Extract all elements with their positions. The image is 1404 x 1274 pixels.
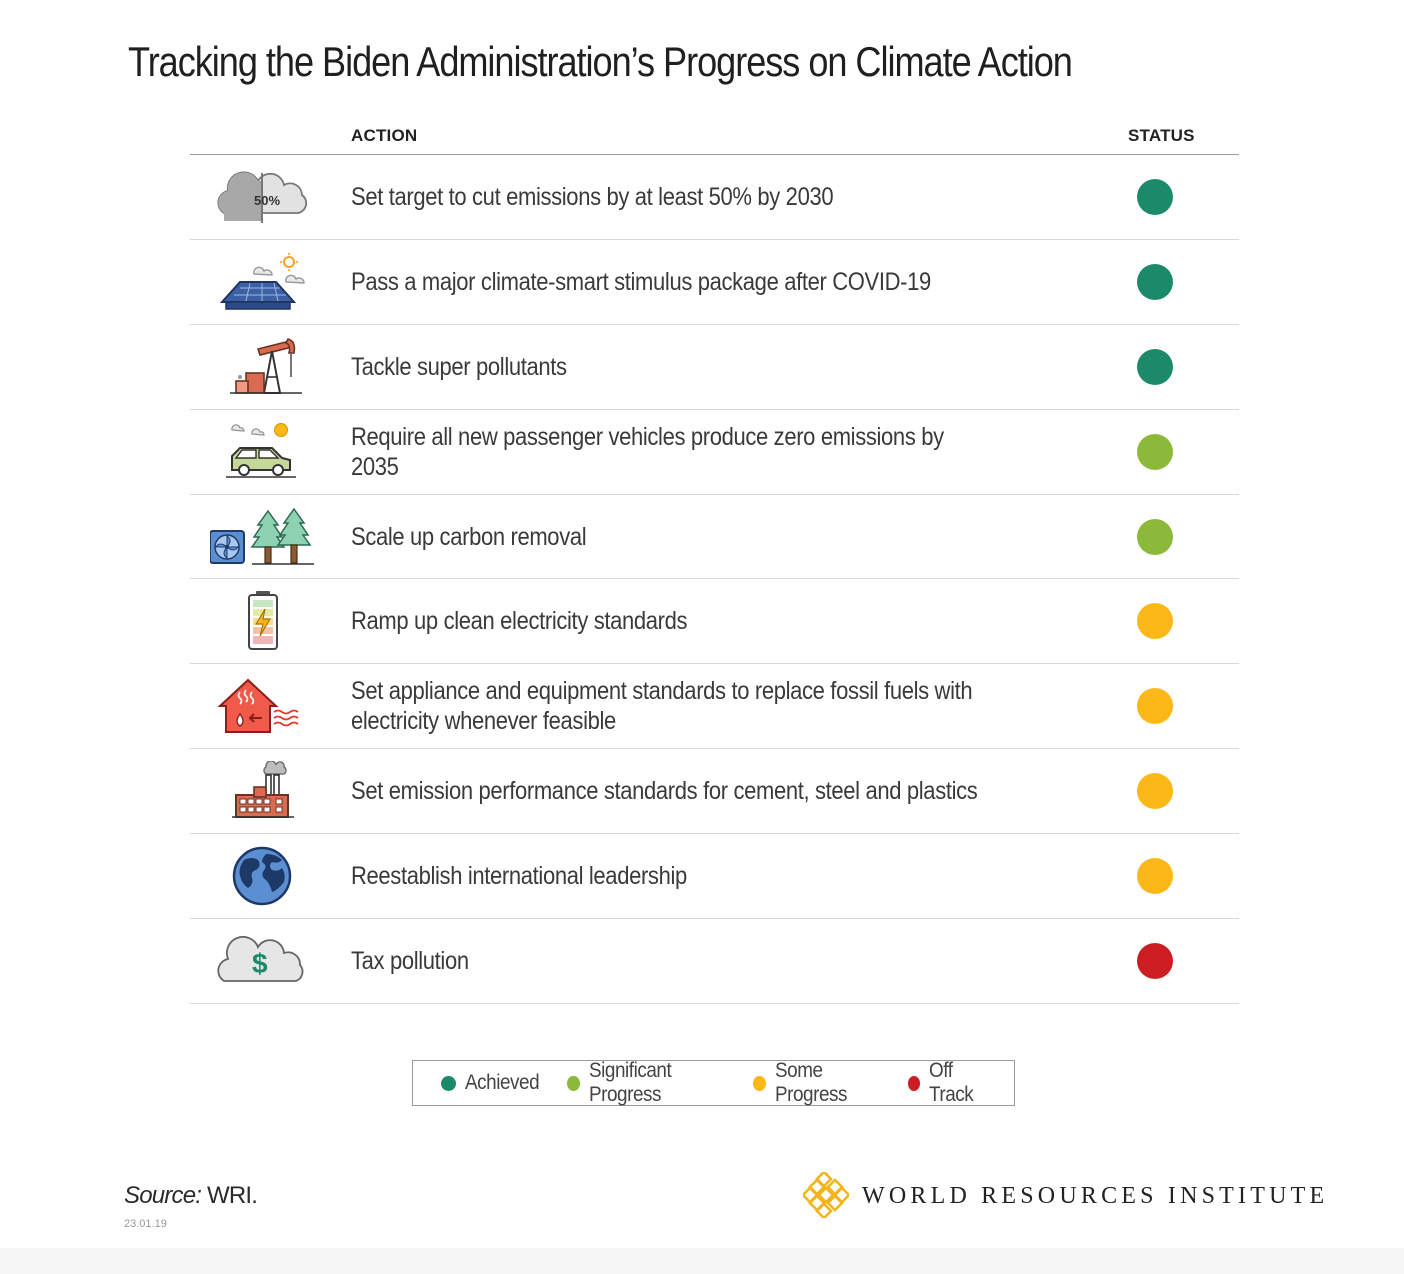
table-row: $ Tax pollution (190, 919, 1239, 1004)
action-text: Set target to cut emissions by at least … (351, 182, 834, 211)
legend-dot (907, 1075, 920, 1091)
legend-dot (567, 1075, 580, 1091)
status-dot (1137, 858, 1173, 895)
table-row: Scale up carbon removal (190, 495, 1239, 580)
status-dot (1137, 178, 1173, 215)
date-stamp: 23.01.19 (124, 1218, 167, 1230)
header-status: STATUS (1128, 126, 1195, 145)
bottom-band (0, 1248, 1404, 1274)
solar-roof-icon (210, 252, 320, 312)
table-row: Require all new passenger vehicles produ… (190, 410, 1239, 495)
status-dot (1137, 518, 1173, 555)
legend-item-significant-progress: Significant Progress (567, 1059, 733, 1107)
legend-label: Some Progress (774, 1059, 847, 1106)
table-row: Set appliance and equipment standards to… (190, 664, 1239, 750)
legend-item-achieved: Achieved (441, 1071, 547, 1095)
status-dot (1137, 688, 1173, 725)
fan-and-trees-icon (210, 507, 320, 567)
globe-icon (210, 846, 320, 906)
legend: Achieved Significant Progress Some Progr… (412, 1059, 1015, 1107)
electric-car-icon (210, 422, 320, 482)
action-text: Scale up carbon removal (351, 522, 587, 551)
header-rule (190, 154, 1239, 155)
factory-icon (210, 761, 320, 821)
organization-name: WORLD RESOURCES INSTITUTE (862, 1183, 1329, 1209)
action-text: Reestablish international leadership (351, 862, 687, 891)
table-row: Set emission performance standards for c… (190, 749, 1239, 835)
legend-dot (441, 1075, 456, 1091)
legend-label: Achieved (465, 1071, 540, 1094)
oil-pump-icon (210, 337, 320, 397)
action-text: Set emission performance standards for c… (351, 777, 978, 806)
table-row: 50% Set target to cut emissions by at le… (190, 155, 1239, 240)
wri-logo-icon (801, 1170, 851, 1220)
status-dot (1137, 433, 1173, 470)
status-dot (1137, 348, 1173, 385)
action-text: Tax pollution (351, 946, 469, 975)
status-dot (1137, 942, 1173, 979)
battery-icon (210, 591, 320, 651)
dollar-sign-text: $ (252, 948, 268, 979)
table-row: Reestablish international leadership (190, 834, 1239, 920)
header-action: ACTION (351, 126, 418, 145)
action-text: Require all new passenger vehicles produ… (351, 422, 944, 481)
table-row: Tackle super pollutants (190, 325, 1239, 410)
status-dot (1137, 263, 1173, 300)
source-label: Source: (124, 1182, 202, 1209)
source-note: Source: WRI. (124, 1182, 258, 1210)
cloud-50-percent-icon: 50% (210, 167, 320, 227)
legend-label: Significant Progress (588, 1059, 672, 1106)
cloud-percent-text: 50% (254, 193, 280, 208)
legend-item-off-track: Off Track (907, 1059, 994, 1107)
status-dot (1137, 603, 1173, 640)
legend-item-some-progress: Some Progress (753, 1059, 887, 1107)
action-text: Set appliance and equipment standards to… (351, 677, 973, 736)
action-text: Tackle super pollutants (351, 352, 567, 381)
cloud-dollar-icon: $ (210, 931, 320, 991)
action-table: 50% Set target to cut emissions by at le… (190, 155, 1239, 1004)
status-dot (1137, 773, 1173, 810)
heated-house-icon (210, 676, 320, 736)
legend-dot (753, 1075, 766, 1091)
action-text: Pass a major climate-smart stimulus pack… (351, 267, 931, 296)
table-row: Pass a major climate-smart stimulus pack… (190, 240, 1239, 325)
legend-label: Off Track (928, 1059, 974, 1106)
source-text: WRI. (201, 1182, 258, 1209)
action-text: Ramp up clean electricity standards (351, 607, 688, 636)
table-row: Ramp up clean electricity standards (190, 579, 1239, 665)
page-title: Tracking the Biden Administration’s Prog… (128, 38, 1073, 85)
